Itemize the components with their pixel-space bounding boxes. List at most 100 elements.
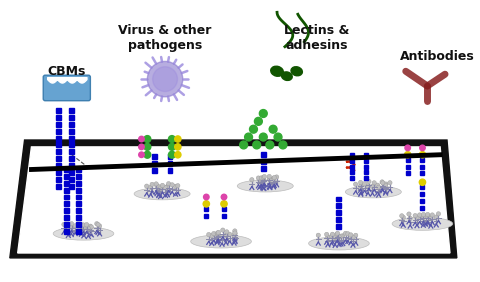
Bar bbox=[167, 168, 172, 173]
Circle shape bbox=[271, 177, 275, 181]
Circle shape bbox=[66, 226, 71, 230]
Circle shape bbox=[370, 184, 374, 188]
Circle shape bbox=[138, 136, 144, 142]
Bar bbox=[76, 195, 81, 199]
Circle shape bbox=[267, 178, 272, 182]
Bar bbox=[76, 222, 81, 227]
Circle shape bbox=[174, 144, 180, 150]
Circle shape bbox=[89, 225, 93, 229]
Bar bbox=[56, 142, 61, 147]
Ellipse shape bbox=[270, 66, 283, 76]
Circle shape bbox=[95, 222, 99, 226]
Circle shape bbox=[158, 186, 162, 191]
Bar bbox=[64, 174, 69, 179]
Bar bbox=[64, 195, 69, 199]
Bar bbox=[64, 222, 69, 227]
Bar bbox=[76, 167, 81, 172]
Bar bbox=[167, 154, 172, 159]
Circle shape bbox=[406, 212, 410, 216]
Circle shape bbox=[209, 233, 214, 238]
Circle shape bbox=[261, 175, 265, 180]
Circle shape bbox=[435, 212, 440, 216]
Text: Antibodies: Antibodies bbox=[399, 50, 474, 63]
Circle shape bbox=[169, 183, 174, 187]
Circle shape bbox=[353, 182, 357, 186]
Bar bbox=[405, 171, 409, 175]
Circle shape bbox=[168, 136, 175, 142]
Circle shape bbox=[419, 145, 424, 151]
FancyBboxPatch shape bbox=[43, 75, 90, 101]
Circle shape bbox=[216, 231, 220, 235]
Bar bbox=[336, 224, 341, 229]
Circle shape bbox=[174, 152, 180, 158]
Bar bbox=[405, 158, 409, 162]
Circle shape bbox=[224, 230, 228, 234]
Polygon shape bbox=[18, 147, 449, 253]
Circle shape bbox=[239, 141, 247, 149]
Bar bbox=[56, 129, 61, 134]
Circle shape bbox=[156, 185, 161, 189]
Circle shape bbox=[350, 235, 354, 239]
Bar bbox=[420, 199, 423, 203]
Circle shape bbox=[232, 232, 237, 236]
Circle shape bbox=[400, 215, 405, 219]
Bar bbox=[336, 197, 341, 201]
Bar bbox=[69, 136, 74, 140]
Circle shape bbox=[423, 214, 427, 219]
Ellipse shape bbox=[308, 237, 369, 250]
Bar bbox=[420, 192, 423, 196]
Circle shape bbox=[274, 133, 281, 141]
Bar bbox=[69, 122, 74, 127]
Circle shape bbox=[266, 177, 271, 181]
Circle shape bbox=[262, 174, 266, 179]
Circle shape bbox=[361, 182, 366, 186]
Circle shape bbox=[375, 183, 379, 187]
Bar bbox=[405, 165, 409, 169]
Circle shape bbox=[358, 180, 362, 185]
Bar bbox=[420, 185, 423, 189]
Circle shape bbox=[223, 233, 228, 237]
Circle shape bbox=[232, 229, 237, 233]
Bar bbox=[76, 188, 81, 193]
Bar bbox=[204, 207, 208, 211]
Bar bbox=[69, 184, 74, 189]
Circle shape bbox=[244, 133, 252, 141]
Circle shape bbox=[160, 183, 164, 188]
Circle shape bbox=[272, 175, 276, 180]
Circle shape bbox=[216, 230, 220, 235]
Circle shape bbox=[419, 152, 425, 158]
Circle shape bbox=[407, 216, 411, 221]
Circle shape bbox=[260, 178, 264, 182]
Circle shape bbox=[163, 186, 167, 190]
Circle shape bbox=[271, 176, 275, 180]
Bar bbox=[64, 215, 69, 220]
Circle shape bbox=[154, 182, 158, 186]
Circle shape bbox=[366, 179, 370, 184]
Circle shape bbox=[165, 185, 169, 189]
Circle shape bbox=[340, 233, 344, 238]
Circle shape bbox=[173, 184, 178, 188]
Circle shape bbox=[324, 232, 328, 237]
Bar bbox=[69, 115, 74, 120]
Circle shape bbox=[261, 179, 265, 183]
Circle shape bbox=[219, 234, 224, 239]
Circle shape bbox=[79, 224, 84, 228]
Circle shape bbox=[148, 185, 153, 190]
Bar bbox=[420, 171, 423, 175]
Bar bbox=[64, 208, 69, 213]
Circle shape bbox=[69, 224, 73, 229]
Circle shape bbox=[144, 136, 151, 142]
Ellipse shape bbox=[281, 72, 292, 80]
Bar bbox=[260, 166, 265, 171]
Bar bbox=[222, 207, 226, 211]
Circle shape bbox=[269, 125, 276, 133]
Circle shape bbox=[144, 151, 151, 158]
Bar bbox=[420, 206, 423, 210]
Bar bbox=[69, 149, 74, 154]
Circle shape bbox=[353, 233, 357, 237]
Bar bbox=[64, 167, 69, 172]
Ellipse shape bbox=[53, 227, 114, 240]
Ellipse shape bbox=[237, 180, 293, 192]
Circle shape bbox=[150, 182, 154, 186]
Bar bbox=[364, 176, 368, 180]
